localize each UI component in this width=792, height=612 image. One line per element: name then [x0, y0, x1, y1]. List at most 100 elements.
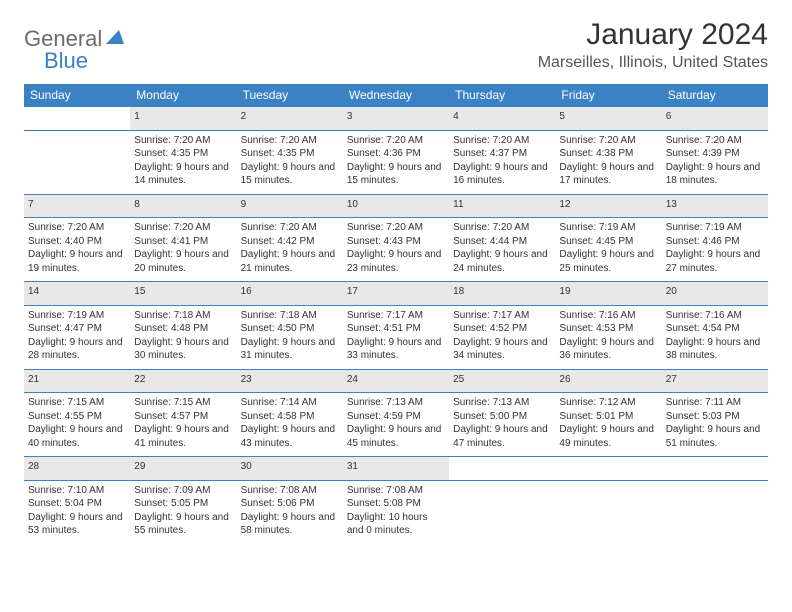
day-number: 9	[237, 194, 343, 218]
sunset-text: Sunset: 4:54 PM	[666, 322, 764, 336]
sunrise-text: Sunrise: 7:10 AM	[28, 484, 126, 498]
daylight-text: Daylight: 9 hours and 40 minutes.	[28, 423, 126, 450]
sunset-text: Sunset: 4:48 PM	[134, 322, 232, 336]
day-cell: Sunrise: 7:20 AMSunset: 4:43 PMDaylight:…	[343, 218, 449, 282]
day-number: 12	[555, 194, 661, 218]
sunset-text: Sunset: 4:52 PM	[453, 322, 551, 336]
day-cell: Sunrise: 7:19 AMSunset: 4:46 PMDaylight:…	[662, 218, 768, 282]
day-cell: Sunrise: 7:16 AMSunset: 4:54 PMDaylight:…	[662, 305, 768, 369]
day-detail-row: Sunrise: 7:19 AMSunset: 4:47 PMDaylight:…	[24, 305, 768, 369]
day-number: 14	[24, 282, 130, 306]
day-cell: Sunrise: 7:20 AMSunset: 4:44 PMDaylight:…	[449, 218, 555, 282]
day-cell: Sunrise: 7:20 AMSunset: 4:36 PMDaylight:…	[343, 130, 449, 194]
daylight-text: Daylight: 9 hours and 28 minutes.	[28, 336, 126, 363]
day-cell: Sunrise: 7:20 AMSunset: 4:35 PMDaylight:…	[130, 130, 236, 194]
day-cell: Sunrise: 7:20 AMSunset: 4:37 PMDaylight:…	[449, 130, 555, 194]
day-header: Wednesday	[343, 84, 449, 107]
day-detail-row: Sunrise: 7:10 AMSunset: 5:04 PMDaylight:…	[24, 480, 768, 544]
day-number: 22	[130, 369, 236, 393]
sunset-text: Sunset: 4:40 PM	[28, 235, 126, 249]
sunrise-text: Sunrise: 7:20 AM	[559, 134, 657, 148]
sunset-text: Sunset: 4:51 PM	[347, 322, 445, 336]
logo: General	[24, 18, 126, 52]
sunrise-text: Sunrise: 7:16 AM	[559, 309, 657, 323]
day-cell	[555, 480, 661, 544]
day-number: 23	[237, 369, 343, 393]
sunrise-text: Sunrise: 7:20 AM	[241, 134, 339, 148]
sunset-text: Sunset: 5:01 PM	[559, 410, 657, 424]
sunset-text: Sunset: 4:53 PM	[559, 322, 657, 336]
daylight-text: Daylight: 9 hours and 33 minutes.	[347, 336, 445, 363]
sunrise-text: Sunrise: 7:14 AM	[241, 396, 339, 410]
day-number: 25	[449, 369, 555, 393]
day-number: 5	[555, 107, 661, 131]
logo-triangle-icon	[106, 30, 124, 49]
day-number: 30	[237, 457, 343, 481]
day-cell: Sunrise: 7:20 AMSunset: 4:40 PMDaylight:…	[24, 218, 130, 282]
day-number: 16	[237, 282, 343, 306]
day-cell	[662, 480, 768, 544]
sunset-text: Sunset: 4:47 PM	[28, 322, 126, 336]
sunset-text: Sunset: 5:08 PM	[347, 497, 445, 511]
daylight-text: Daylight: 9 hours and 34 minutes.	[453, 336, 551, 363]
daylight-text: Daylight: 9 hours and 14 minutes.	[134, 161, 232, 188]
daylight-text: Daylight: 9 hours and 16 minutes.	[453, 161, 551, 188]
daylight-text: Daylight: 9 hours and 45 minutes.	[347, 423, 445, 450]
sunset-text: Sunset: 4:35 PM	[134, 147, 232, 161]
day-cell: Sunrise: 7:20 AMSunset: 4:35 PMDaylight:…	[237, 130, 343, 194]
day-number-row: 123456	[24, 107, 768, 131]
day-cell: Sunrise: 7:13 AMSunset: 5:00 PMDaylight:…	[449, 393, 555, 457]
title-block: January 2024 Marseilles, Illinois, Unite…	[538, 18, 768, 72]
day-number: 3	[343, 107, 449, 131]
daylight-text: Daylight: 9 hours and 55 minutes.	[134, 511, 232, 538]
day-cell: Sunrise: 7:10 AMSunset: 5:04 PMDaylight:…	[24, 480, 130, 544]
day-cell: Sunrise: 7:12 AMSunset: 5:01 PMDaylight:…	[555, 393, 661, 457]
month-title: January 2024	[538, 18, 768, 52]
day-number: 21	[24, 369, 130, 393]
sunrise-text: Sunrise: 7:20 AM	[453, 221, 551, 235]
day-header: Monday	[130, 84, 236, 107]
day-cell: Sunrise: 7:20 AMSunset: 4:38 PMDaylight:…	[555, 130, 661, 194]
day-number-row: 14151617181920	[24, 282, 768, 306]
day-number: 19	[555, 282, 661, 306]
sunset-text: Sunset: 5:04 PM	[28, 497, 126, 511]
day-number: 27	[662, 369, 768, 393]
sunrise-text: Sunrise: 7:08 AM	[241, 484, 339, 498]
day-cell: Sunrise: 7:13 AMSunset: 4:59 PMDaylight:…	[343, 393, 449, 457]
day-number-row: 28293031	[24, 457, 768, 481]
calendar-table: Sunday Monday Tuesday Wednesday Thursday…	[24, 84, 768, 544]
sunrise-text: Sunrise: 7:13 AM	[347, 396, 445, 410]
day-cell: Sunrise: 7:19 AMSunset: 4:47 PMDaylight:…	[24, 305, 130, 369]
day-number-row: 78910111213	[24, 194, 768, 218]
sunrise-text: Sunrise: 7:20 AM	[241, 221, 339, 235]
sunset-text: Sunset: 4:42 PM	[241, 235, 339, 249]
sunset-text: Sunset: 4:36 PM	[347, 147, 445, 161]
sunrise-text: Sunrise: 7:17 AM	[453, 309, 551, 323]
day-number	[555, 457, 661, 481]
day-number: 13	[662, 194, 768, 218]
daylight-text: Daylight: 9 hours and 51 minutes.	[666, 423, 764, 450]
sunset-text: Sunset: 4:35 PM	[241, 147, 339, 161]
day-number: 29	[130, 457, 236, 481]
sunrise-text: Sunrise: 7:18 AM	[241, 309, 339, 323]
day-detail-row: Sunrise: 7:20 AMSunset: 4:40 PMDaylight:…	[24, 218, 768, 282]
daylight-text: Daylight: 9 hours and 23 minutes.	[347, 248, 445, 275]
sunset-text: Sunset: 4:50 PM	[241, 322, 339, 336]
day-number: 18	[449, 282, 555, 306]
sunrise-text: Sunrise: 7:20 AM	[134, 134, 232, 148]
day-number: 31	[343, 457, 449, 481]
day-number: 24	[343, 369, 449, 393]
sunset-text: Sunset: 4:43 PM	[347, 235, 445, 249]
sunrise-text: Sunrise: 7:09 AM	[134, 484, 232, 498]
sunset-text: Sunset: 4:44 PM	[453, 235, 551, 249]
daylight-text: Daylight: 9 hours and 58 minutes.	[241, 511, 339, 538]
day-header-row: Sunday Monday Tuesday Wednesday Thursday…	[24, 84, 768, 107]
day-cell: Sunrise: 7:18 AMSunset: 4:50 PMDaylight:…	[237, 305, 343, 369]
daylight-text: Daylight: 9 hours and 38 minutes.	[666, 336, 764, 363]
day-number: 28	[24, 457, 130, 481]
day-cell: Sunrise: 7:15 AMSunset: 4:57 PMDaylight:…	[130, 393, 236, 457]
day-cell: Sunrise: 7:20 AMSunset: 4:41 PMDaylight:…	[130, 218, 236, 282]
sunrise-text: Sunrise: 7:20 AM	[28, 221, 126, 235]
daylight-text: Daylight: 9 hours and 53 minutes.	[28, 511, 126, 538]
day-number: 11	[449, 194, 555, 218]
